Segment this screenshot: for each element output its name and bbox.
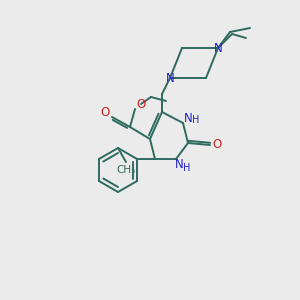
Text: N: N — [184, 112, 192, 124]
Text: N: N — [175, 158, 183, 172]
Text: H: H — [183, 163, 191, 173]
Text: N: N — [166, 71, 174, 85]
Text: O: O — [100, 106, 109, 118]
Text: N: N — [214, 41, 222, 55]
Text: CH₃: CH₃ — [116, 165, 136, 175]
Text: H: H — [192, 115, 200, 125]
Text: O: O — [136, 98, 146, 110]
Text: O: O — [212, 139, 222, 152]
